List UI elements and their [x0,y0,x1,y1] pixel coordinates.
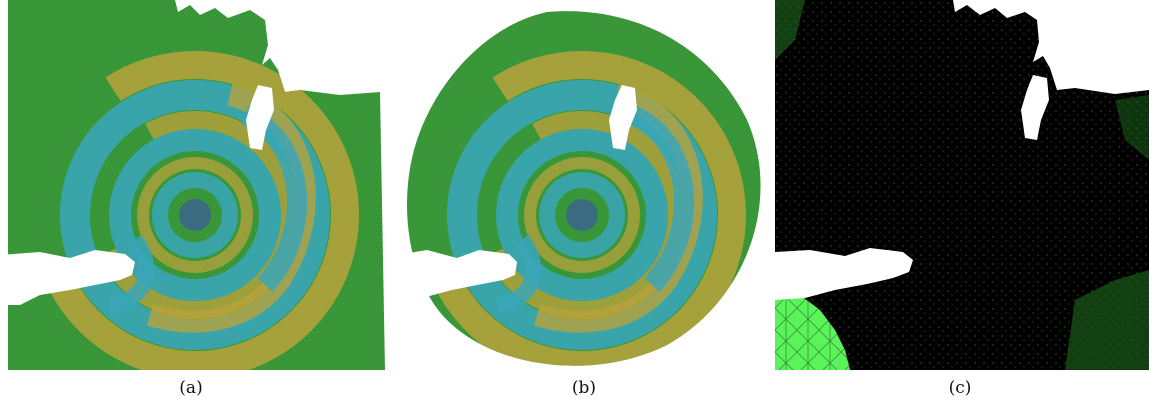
peninsula-shape [0,250,135,305]
island-shape [246,85,274,150]
panel-a-image [0,0,385,370]
panel-c-image [775,0,1149,370]
island-shape [1021,75,1049,140]
peninsula-shape [775,248,913,300]
peninsula-shape [397,250,517,300]
panel-c [775,0,1149,370]
island-shape [609,85,637,150]
caption-b: (b) [571,378,597,398]
panel-a [0,0,385,370]
panel-b [397,0,767,370]
caption-c: (c) [948,378,972,398]
panel-b-image [397,11,761,366]
caption-a: (a) [179,378,203,398]
